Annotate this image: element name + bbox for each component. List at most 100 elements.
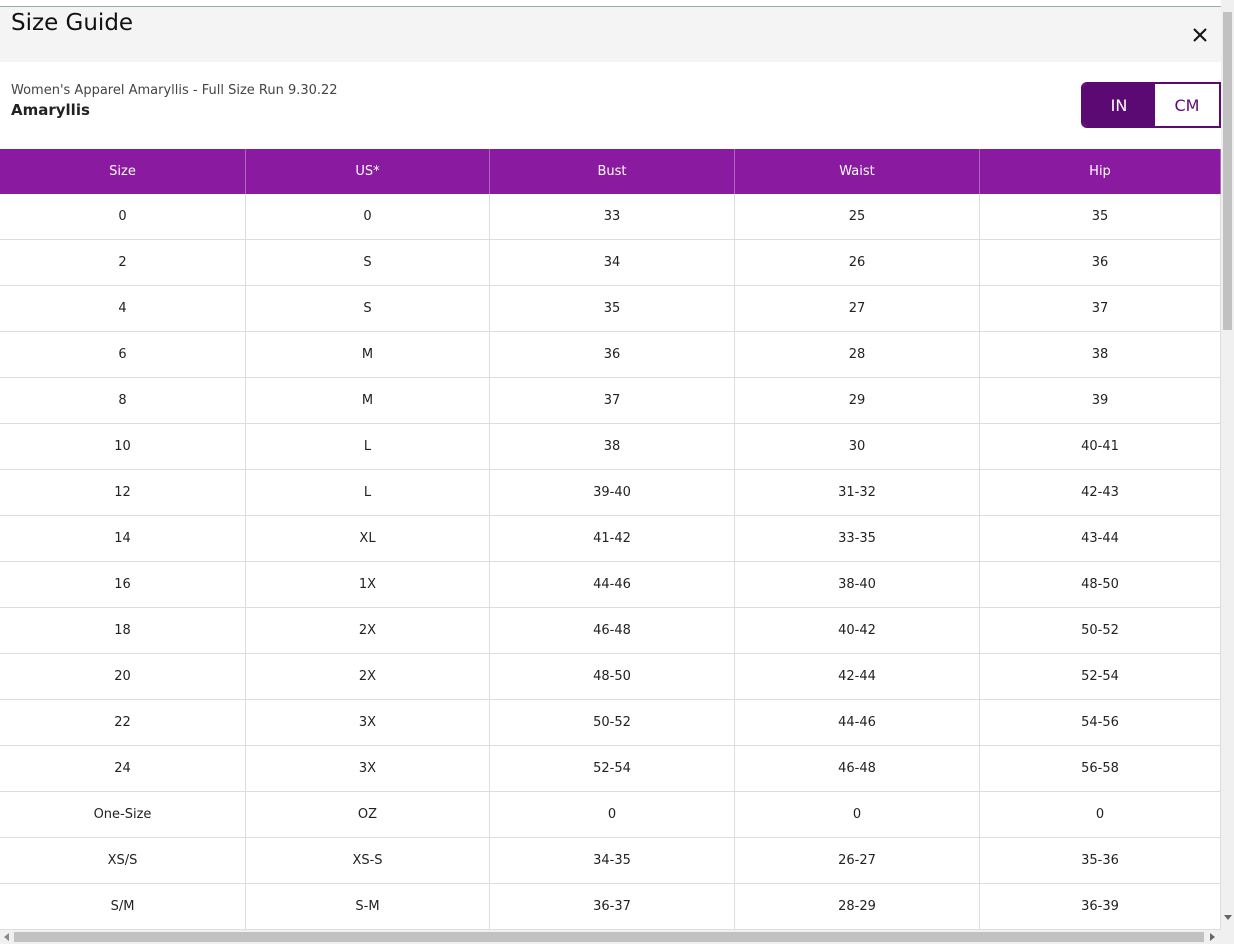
table-cell: 0 — [0, 194, 246, 240]
table-cell: 10 — [0, 424, 246, 470]
table-cell: 35 — [490, 286, 735, 332]
h-scrollbar[interactable] — [0, 930, 1234, 944]
close-button[interactable] — [1192, 27, 1208, 43]
table-cell: 46-48 — [735, 746, 980, 792]
unit-in[interactable]: IN — [1083, 84, 1155, 126]
table-cell: 29 — [735, 378, 980, 424]
table-cell: 50-52 — [980, 608, 1221, 654]
table-cell: L — [246, 470, 490, 516]
table-cell: 41-42 — [490, 516, 735, 562]
table-cell: 42-44 — [735, 654, 980, 700]
scroll-right[interactable] — [1208, 933, 1216, 941]
table-cell: 36 — [980, 240, 1221, 286]
table-cell: 12 — [0, 470, 246, 516]
table-cell: 2X — [246, 654, 490, 700]
table-cell: M — [246, 378, 490, 424]
modal-header: Size Guide — [0, 7, 1234, 62]
table-cell: 27 — [735, 286, 980, 332]
table-cell: One-Size — [0, 792, 246, 838]
table-cell: 25 — [735, 194, 980, 240]
table-cell: 0 — [735, 792, 980, 838]
table-cell: S-M — [246, 884, 490, 930]
table-cell: 22 — [0, 700, 246, 746]
table-cell: 0 — [246, 194, 490, 240]
table-cell: 37 — [980, 286, 1221, 332]
table-cell: L — [246, 424, 490, 470]
table-cell: 28-29 — [735, 884, 980, 930]
table-cell: S — [246, 286, 490, 332]
table-cell: 36-39 — [980, 884, 1221, 930]
column-header: Bust — [490, 149, 735, 194]
table-cell: OZ — [246, 792, 490, 838]
brand: Amaryllis — [11, 101, 90, 119]
table-cell: 40-41 — [980, 424, 1221, 470]
table-cell: 56-58 — [980, 746, 1221, 792]
table-cell: 42-43 — [980, 470, 1221, 516]
modal-title: Size Guide — [11, 10, 134, 36]
table-cell: 37 — [490, 378, 735, 424]
table-cell: 31-32 — [735, 470, 980, 516]
unit-toggle: IN CM — [1081, 82, 1221, 128]
table-cell: 3X — [246, 746, 490, 792]
table-cell: 16 — [0, 562, 246, 608]
table-cell: 4 — [0, 286, 246, 332]
top-border — [0, 0, 1234, 7]
table-cell: 36-37 — [490, 884, 735, 930]
table-cell: XS-S — [246, 838, 490, 884]
table-cell: 3X — [246, 700, 490, 746]
unit-cm[interactable]: CM — [1155, 84, 1219, 126]
table-cell: 14 — [0, 516, 246, 562]
table-cell: 39-40 — [490, 470, 735, 516]
table-cell: XS/S — [0, 838, 246, 884]
table-cell: 52-54 — [980, 654, 1221, 700]
table-cell: 24 — [0, 746, 246, 792]
table-cell: 40-42 — [735, 608, 980, 654]
v-scrollbar[interactable] — [1221, 0, 1234, 930]
table-cell: 0 — [490, 792, 735, 838]
table-cell: S/M — [0, 884, 246, 930]
table-cell: 18 — [0, 608, 246, 654]
table-cell: 34 — [490, 240, 735, 286]
scroll-left[interactable] — [3, 933, 11, 941]
table-cell: 38 — [490, 424, 735, 470]
table-cell: 39 — [980, 378, 1221, 424]
table-cell: 44-46 — [735, 700, 980, 746]
table-cell: 48-50 — [490, 654, 735, 700]
table-cell: 20 — [0, 654, 246, 700]
table-cell: 54-56 — [980, 700, 1221, 746]
table-cell: XL — [246, 516, 490, 562]
table-cell: 48-50 — [980, 562, 1221, 608]
table-cell: S — [246, 240, 490, 286]
table-cell: 36 — [490, 332, 735, 378]
scroll-down[interactable] — [1224, 913, 1232, 921]
table-cell: 38 — [980, 332, 1221, 378]
table-cell: 38-40 — [735, 562, 980, 608]
column-header: Waist — [735, 149, 980, 194]
table-cell: 33 — [490, 194, 735, 240]
table-cell: 8 — [0, 378, 246, 424]
table-cell: 34-35 — [490, 838, 735, 884]
h-scroll-thumb[interactable] — [14, 932, 1204, 942]
column-header: Size — [0, 149, 246, 194]
table-cell: 35 — [980, 194, 1221, 240]
size-table: Size US* Bust Waist Hip 0 0 33 25 35 2 S 34 26 36 4 S 35 2… — [0, 149, 1221, 930]
table-cell: 6 — [0, 332, 246, 378]
table-cell: 0 — [980, 792, 1221, 838]
column-header: Hip — [980, 149, 1221, 194]
table-cell: 43-44 — [980, 516, 1221, 562]
table-cell: M — [246, 332, 490, 378]
table-cell: 52-54 — [490, 746, 735, 792]
table-cell: 2 — [0, 240, 246, 286]
table-cell: 26 — [735, 240, 980, 286]
table-cell: 46-48 — [490, 608, 735, 654]
table-cell: 2X — [246, 608, 490, 654]
subtitle: Women's Apparel Amaryllis - Full Size Ru… — [11, 83, 338, 98]
table-cell: 35-36 — [980, 838, 1221, 884]
table-cell: 1X — [246, 562, 490, 608]
table-cell: 50-52 — [490, 700, 735, 746]
table-cell: 44-46 — [490, 562, 735, 608]
column-header: US* — [246, 149, 490, 194]
v-scroll-thumb[interactable] — [1223, 12, 1232, 330]
table-cell: 28 — [735, 332, 980, 378]
